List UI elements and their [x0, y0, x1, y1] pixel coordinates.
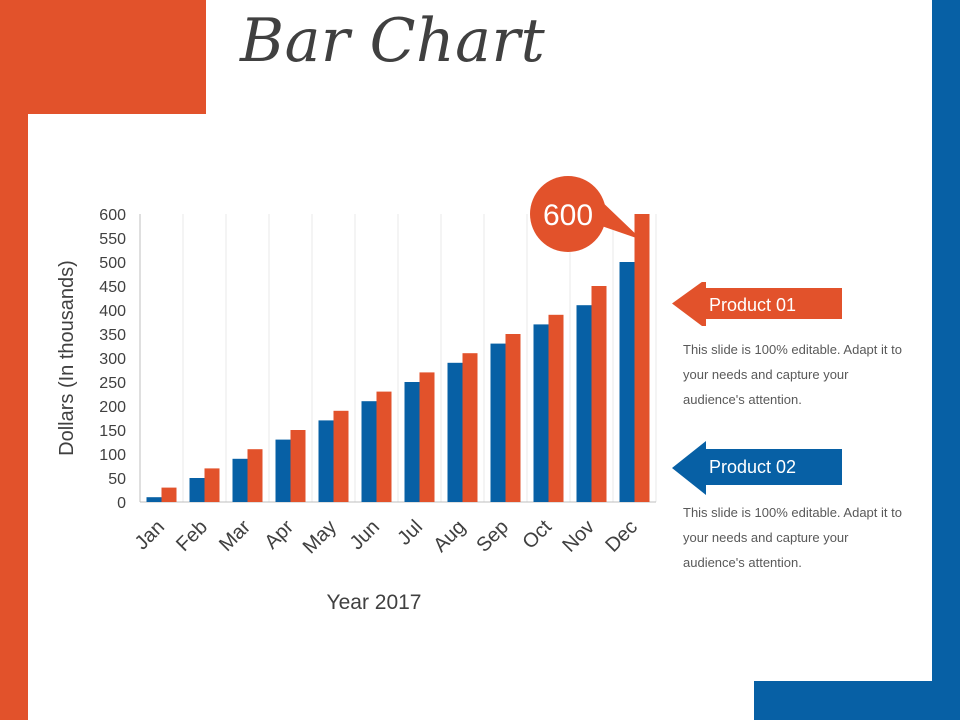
y-tick-label: 450 — [99, 279, 126, 296]
blue-right-bar — [932, 0, 960, 720]
y-tick-label: 600 — [99, 207, 126, 224]
axes — [139, 214, 656, 503]
y-tick-label: 250 — [99, 375, 126, 392]
callout-value: 600 — [543, 199, 593, 232]
x-tick-label: Sep — [472, 516, 513, 557]
x-tick-label: Jun — [346, 516, 384, 554]
value-callout: 600 — [530, 176, 642, 252]
x-tick-label: Aug — [429, 516, 470, 557]
bars — [146, 214, 650, 502]
y-axis-title: Dollars (In thousands) — [56, 260, 78, 456]
bar-product-01-sep — [505, 334, 521, 502]
x-axis-title: Year 2017 — [327, 591, 422, 614]
legend-label-product-01: Product 01 — [709, 295, 797, 315]
bar-product-02-jun — [361, 401, 377, 502]
legend-description-product-02: This slide is 100% editable. Adapt it to… — [683, 505, 902, 570]
product-02-arrow — [672, 441, 842, 495]
callout-bubble — [530, 176, 606, 252]
x-tick-label: May — [299, 516, 341, 558]
bar-product-01-nov — [591, 286, 607, 502]
product-01-arrow — [672, 282, 842, 326]
y-tick-label: 550 — [99, 231, 126, 248]
x-tick-label: Nov — [558, 516, 599, 557]
x-tick-label: Dec — [601, 516, 642, 557]
orange-left-bar — [0, 0, 28, 720]
legend-description-product-01: This slide is 100% editable. Adapt it to… — [683, 342, 902, 407]
bar-product-01-feb — [204, 468, 220, 502]
gridlines — [182, 214, 657, 502]
bar-product-01-mar — [247, 449, 263, 502]
bar-product-01-jan — [161, 487, 177, 502]
x-tick-label: Apr — [260, 516, 298, 554]
y-tick-label: 400 — [99, 303, 126, 320]
y-tick-label: 300 — [99, 351, 126, 368]
bar-product-02-mar — [232, 458, 248, 502]
bar-product-01-jun — [376, 391, 392, 502]
y-tick-label: 350 — [99, 327, 126, 344]
y-tick-label: 0 — [117, 495, 126, 512]
bar-product-01-oct — [548, 314, 564, 502]
blue-bottom-block — [754, 681, 960, 720]
bar-product-02-oct — [533, 324, 549, 502]
bar-product-02-nov — [576, 305, 592, 502]
y-tick-label: 150 — [99, 423, 126, 440]
bar-product-02-may — [318, 420, 334, 502]
bar-product-02-aug — [447, 362, 463, 502]
bar-product-01-may — [333, 410, 349, 502]
bar-product-01-jul — [419, 372, 435, 502]
bar-product-02-jul — [404, 382, 420, 502]
x-tick-label: Mar — [215, 516, 255, 556]
y-tick-label: 50 — [108, 471, 126, 488]
bar-product-01-dec — [634, 214, 650, 502]
bar-product-02-jan — [146, 497, 162, 502]
y-tick-label: 100 — [99, 447, 126, 464]
legend-label-product-02: Product 02 — [709, 457, 797, 477]
y-tick-label: 500 — [99, 255, 126, 272]
x-tick-label: Jul — [393, 516, 427, 550]
slide-title: Bar Chart — [240, 6, 546, 76]
bar-product-02-feb — [189, 478, 205, 502]
x-tick-label: Jan — [131, 516, 169, 554]
bar-product-02-sep — [490, 343, 506, 502]
x-tick-label: Feb — [172, 516, 212, 556]
x-tick-label: Oct — [518, 516, 556, 554]
bar-product-01-apr — [290, 430, 306, 502]
orange-top-block — [0, 0, 206, 114]
bar-product-02-dec — [619, 262, 635, 502]
bar-product-01-aug — [462, 353, 478, 502]
y-tick-label: 200 — [99, 399, 126, 416]
bar-product-02-apr — [275, 439, 291, 502]
